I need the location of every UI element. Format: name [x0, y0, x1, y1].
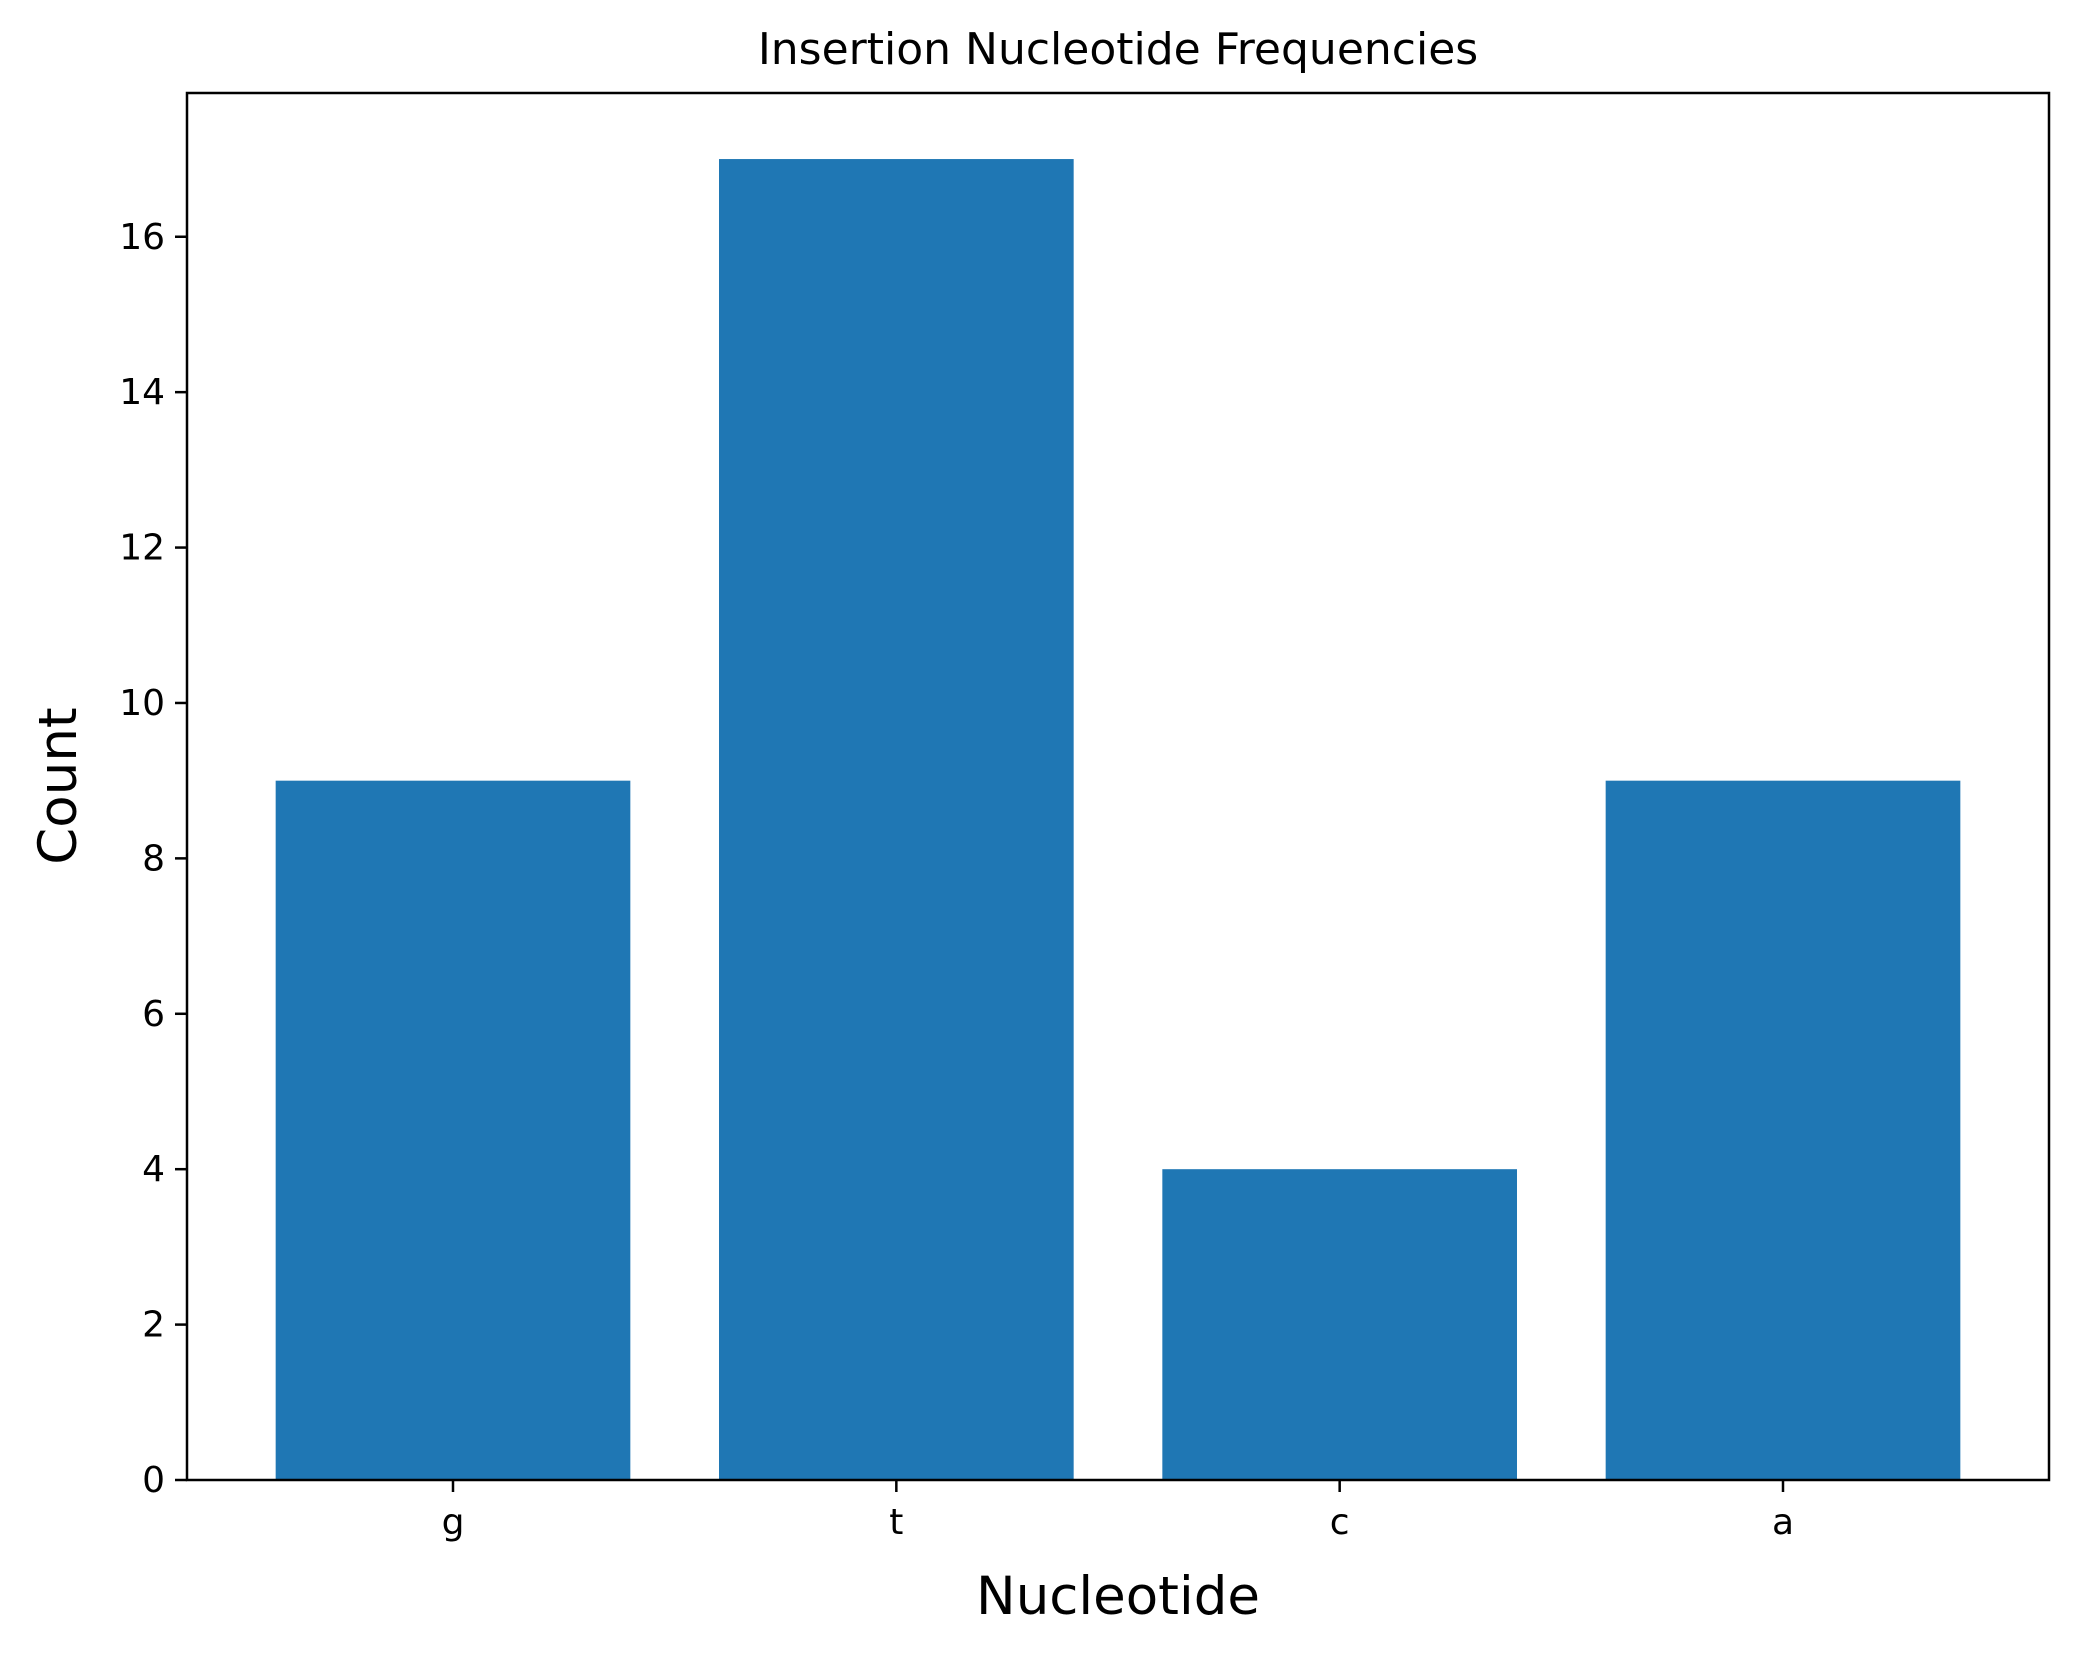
y-axis-ticks: 0 2 4 6 8 10 12 14 16 [119, 217, 187, 1501]
x-tick-label-c: c [1330, 1502, 1350, 1543]
y-tick-label: 0 [142, 1460, 165, 1501]
y-tick-label: 2 [142, 1305, 165, 1346]
x-tick-label-g: g [442, 1502, 465, 1543]
chart-title: Insertion Nucleotide Frequencies [758, 24, 1478, 75]
plot-frame [185, 91, 2051, 1482]
bar-t [719, 159, 1074, 1481]
y-tick-label: 16 [119, 217, 165, 258]
bar-g [275, 780, 631, 1480]
x-axis-label: Nucleotide [976, 1566, 1260, 1627]
x-tick-label-t: t [889, 1502, 903, 1543]
y-tick-label: 8 [142, 838, 165, 879]
y-tick-label: 12 [119, 528, 165, 569]
y-tick-label: 14 [119, 372, 165, 413]
y-axis-label: Count [28, 707, 89, 864]
y-tick-label: 4 [142, 1149, 165, 1190]
bars-group [275, 159, 1961, 1481]
y-tick-label: 6 [142, 994, 165, 1035]
bar-a [1605, 780, 1961, 1480]
x-tick-label-a: a [1772, 1502, 1794, 1543]
y-tick-label: 10 [119, 683, 165, 724]
bar-c [1162, 1169, 1517, 1480]
